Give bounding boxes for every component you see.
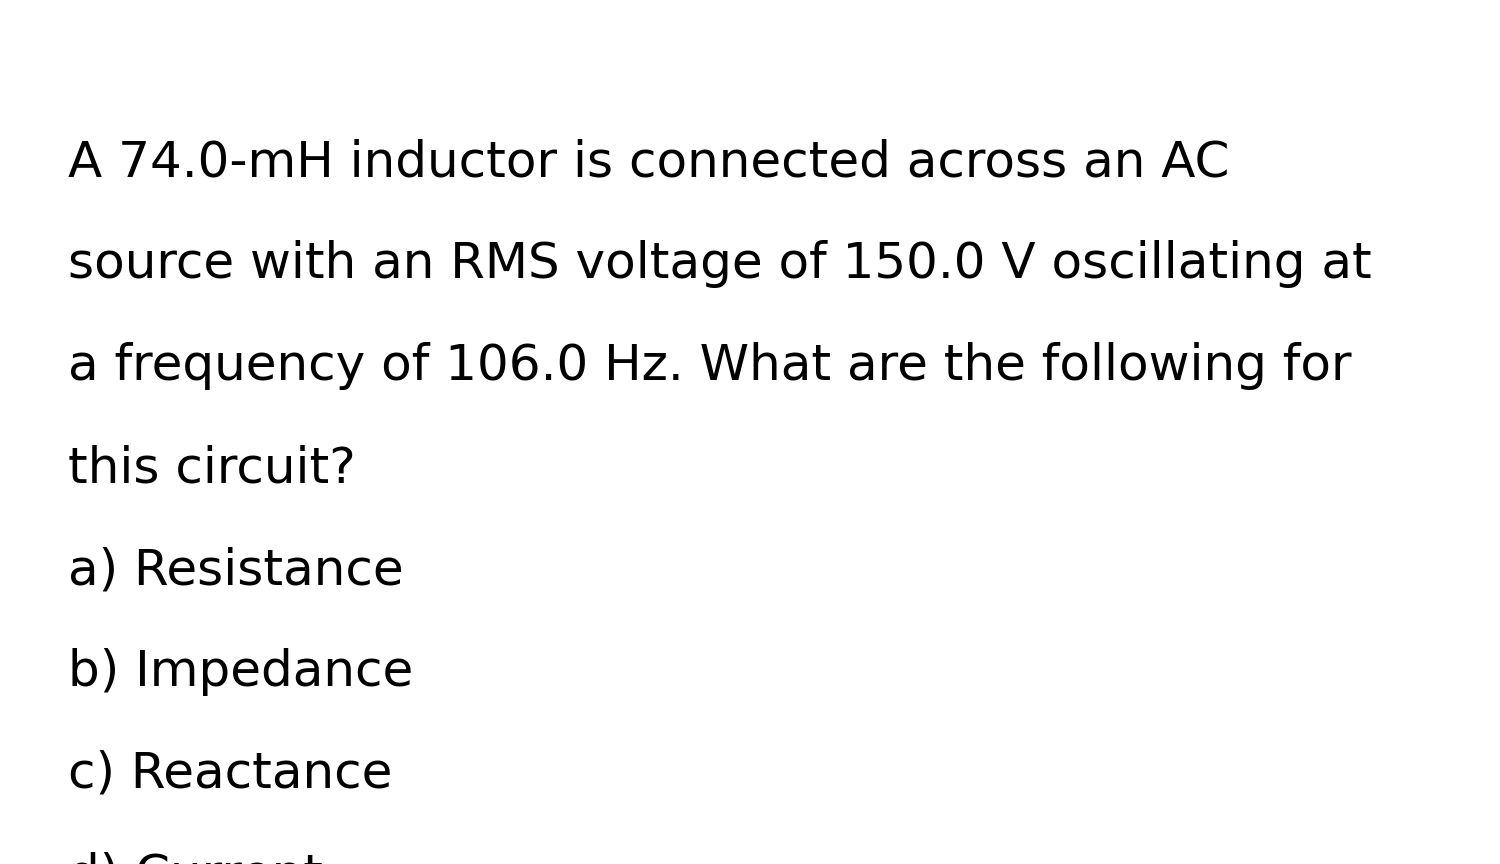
Text: a frequency of 106.0 Hz. What are the following for: a frequency of 106.0 Hz. What are the fo…	[68, 342, 1352, 391]
Text: this circuit?: this circuit?	[68, 444, 356, 492]
Text: source with an RMS voltage of 150.0 V oscillating at: source with an RMS voltage of 150.0 V os…	[68, 240, 1371, 289]
Text: b) Impedance: b) Impedance	[68, 648, 413, 696]
Text: d) Current: d) Current	[68, 852, 322, 864]
Text: c) Reactance: c) Reactance	[68, 750, 392, 798]
Text: A 74.0-mH inductor is connected across an AC: A 74.0-mH inductor is connected across a…	[68, 138, 1228, 187]
Text: a) Resistance: a) Resistance	[68, 546, 404, 594]
